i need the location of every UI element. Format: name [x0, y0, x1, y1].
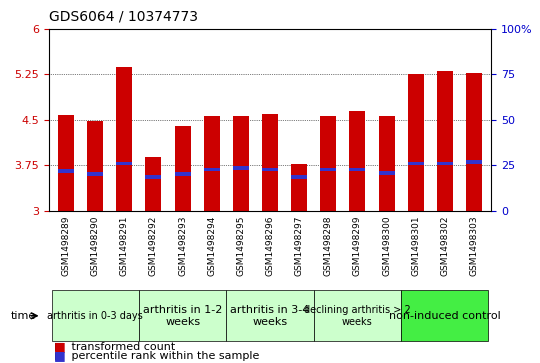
- Bar: [233, 166, 249, 170]
- Text: arthritis in 3-4
weeks: arthritis in 3-4 weeks: [231, 305, 309, 327]
- Text: arthritis in 0-3 days: arthritis in 0-3 days: [48, 311, 143, 321]
- Text: ■  transformed count: ■ transformed count: [54, 342, 176, 352]
- Bar: [437, 72, 453, 211]
- Text: ■: ■: [54, 349, 66, 362]
- Bar: [204, 168, 220, 171]
- Bar: [174, 126, 191, 211]
- Bar: [291, 175, 307, 179]
- Bar: [145, 175, 161, 179]
- Bar: [437, 162, 453, 165]
- Bar: [116, 66, 132, 211]
- Text: non-induced control: non-induced control: [389, 311, 501, 321]
- Bar: [233, 115, 249, 211]
- Bar: [291, 164, 307, 211]
- Bar: [87, 172, 103, 176]
- Text: GDS6064 / 10374773: GDS6064 / 10374773: [49, 9, 198, 24]
- Bar: [145, 157, 161, 211]
- Bar: [320, 168, 336, 171]
- Bar: [466, 73, 482, 211]
- Text: declining arthritis > 2
weeks: declining arthritis > 2 weeks: [304, 305, 411, 327]
- Bar: [204, 115, 220, 211]
- Bar: [262, 114, 278, 211]
- Bar: [349, 168, 366, 171]
- Text: ■: ■: [54, 340, 66, 353]
- Bar: [379, 171, 395, 175]
- Text: arthritis in 1-2
weeks: arthritis in 1-2 weeks: [143, 305, 222, 327]
- Bar: [349, 111, 366, 211]
- Bar: [466, 160, 482, 164]
- Bar: [87, 121, 103, 211]
- Bar: [58, 115, 74, 211]
- Bar: [408, 74, 424, 211]
- Bar: [379, 115, 395, 211]
- Bar: [320, 115, 336, 211]
- Bar: [116, 162, 132, 165]
- Bar: [408, 162, 424, 165]
- Bar: [262, 168, 278, 171]
- Text: ■  percentile rank within the sample: ■ percentile rank within the sample: [54, 351, 259, 361]
- Bar: [58, 170, 74, 173]
- Text: time: time: [11, 311, 36, 321]
- Bar: [174, 172, 191, 176]
